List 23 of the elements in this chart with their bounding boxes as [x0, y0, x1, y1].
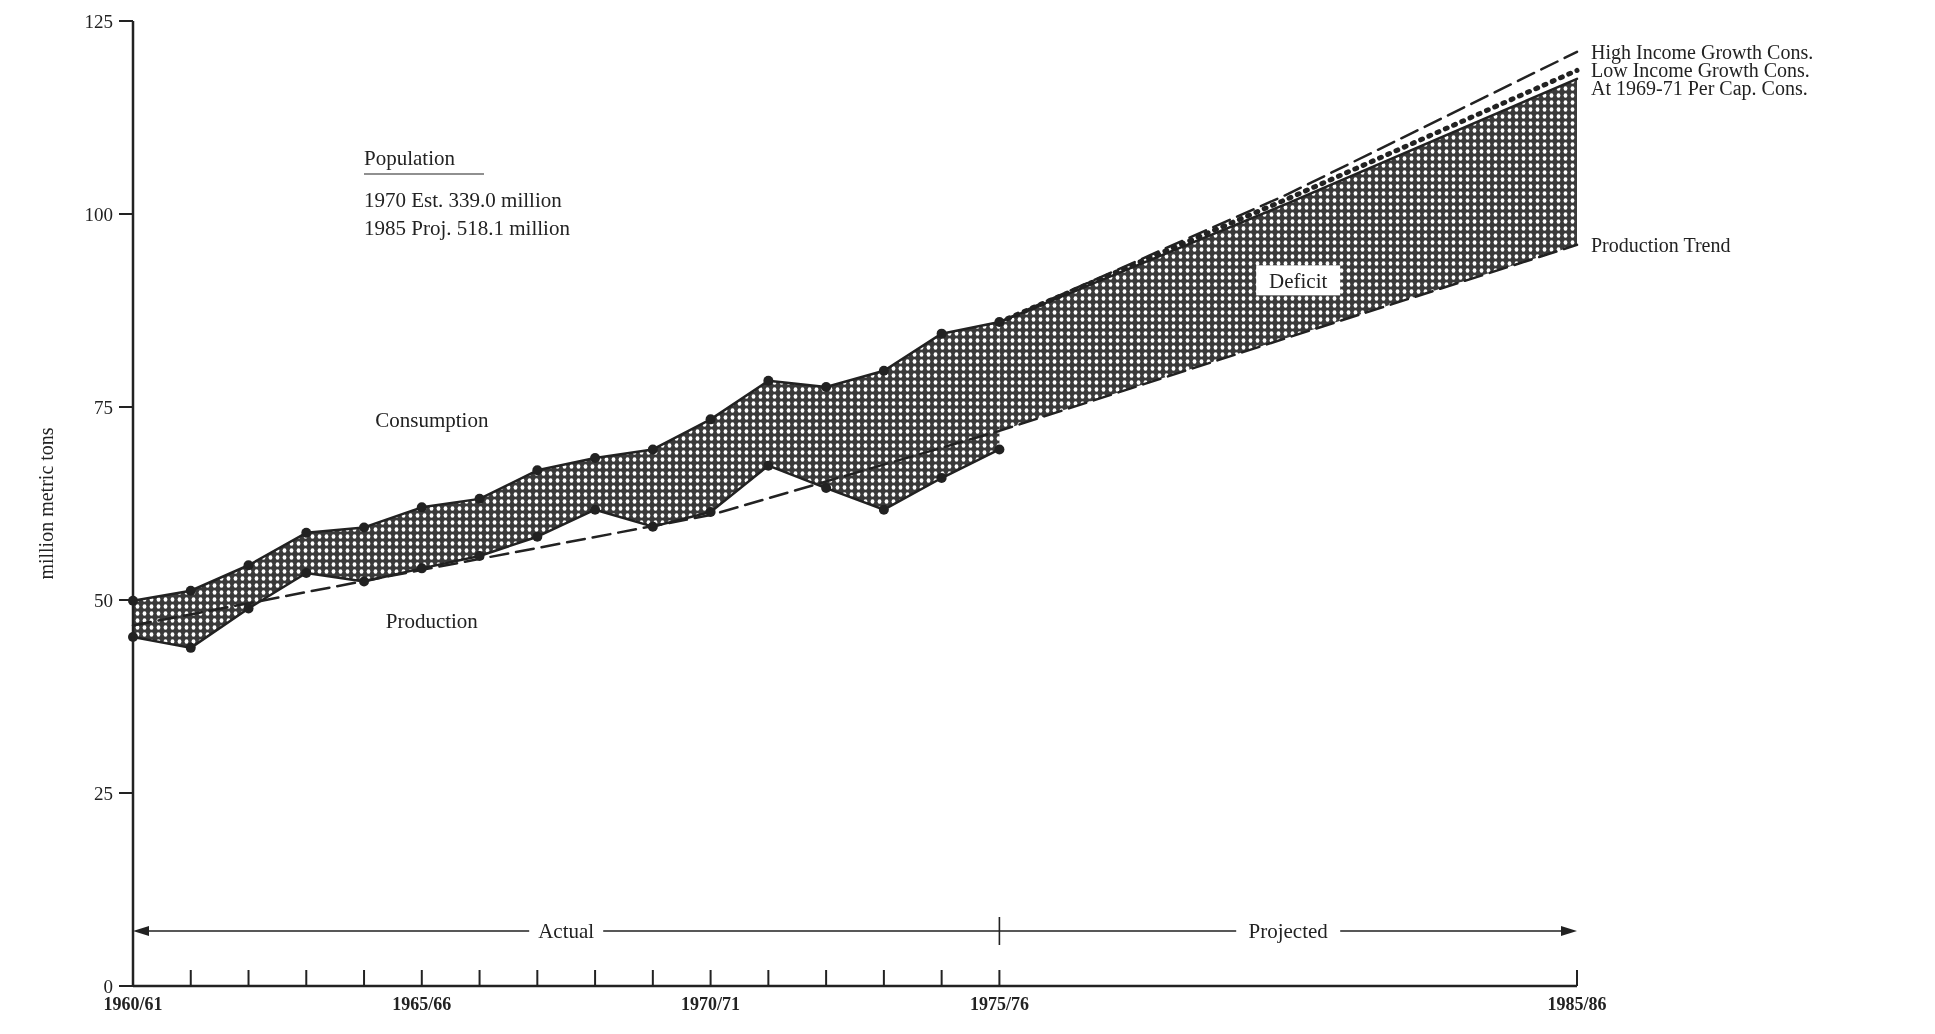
series-label: Production — [385, 609, 479, 634]
x-tick-label: 1960/61 — [103, 994, 163, 1014]
annotation: 1985 Proj. 518.1 million — [364, 216, 571, 241]
x-tick-label: 1975/76 — [969, 994, 1029, 1014]
series-label: High Income Growth Cons. — [1591, 40, 1814, 64]
y-tick-label: 75 — [94, 396, 113, 418]
annotation: Population — [364, 146, 456, 171]
series-label: At 1969-71 Per Cap. Cons. — [1591, 77, 1808, 101]
y-tick-label: 25 — [94, 782, 113, 804]
text: Consumption — [375, 408, 489, 433]
x-tick-label: 1970/71 — [681, 994, 741, 1014]
annotation: Deficit — [1269, 268, 1328, 293]
x-tick-label: 1985/86 — [1547, 994, 1607, 1014]
y-tick-label: 0 — [103, 975, 113, 997]
y-tick-label: 50 — [94, 589, 113, 611]
annotation: 1970 Est. 339.0 million — [364, 188, 563, 213]
series-label: Production Trend — [1591, 233, 1731, 256]
x-tick-label: 1965/66 — [392, 994, 452, 1014]
annotation: Actual — [538, 919, 595, 944]
annotation: Projected — [1248, 919, 1329, 944]
y-tick-label: 125 — [84, 10, 113, 32]
y-axis-title: million metric tons — [35, 427, 57, 580]
y-tick-label: 100 — [84, 203, 113, 225]
